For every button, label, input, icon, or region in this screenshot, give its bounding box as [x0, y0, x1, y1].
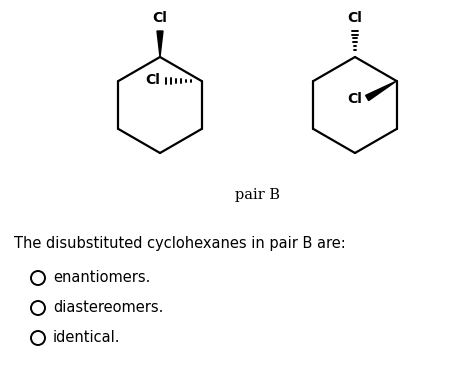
Text: identical.: identical.: [53, 330, 120, 346]
Text: enantiomers.: enantiomers.: [53, 271, 150, 286]
Text: diastereomers.: diastereomers.: [53, 300, 163, 315]
Text: The disubstituted cyclohexanes in pair B are:: The disubstituted cyclohexanes in pair B…: [14, 236, 346, 251]
Text: Cl: Cl: [146, 73, 161, 87]
Polygon shape: [366, 81, 396, 101]
Text: pair B: pair B: [235, 188, 280, 202]
Polygon shape: [157, 31, 163, 57]
Text: Cl: Cl: [348, 11, 362, 25]
Text: Cl: Cl: [347, 92, 362, 106]
Text: Cl: Cl: [153, 11, 168, 25]
